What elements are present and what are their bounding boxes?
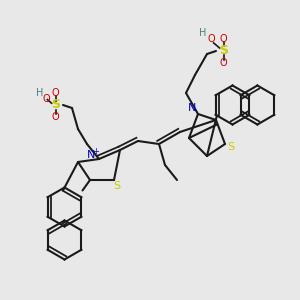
- Text: S: S: [219, 44, 228, 58]
- Text: N: N: [87, 149, 96, 160]
- Text: H: H: [36, 88, 43, 98]
- Text: S: S: [51, 98, 60, 112]
- Text: S: S: [227, 142, 235, 152]
- Text: O: O: [52, 112, 59, 122]
- Text: N: N: [188, 103, 196, 113]
- Text: O: O: [52, 88, 59, 98]
- Text: O: O: [43, 94, 50, 104]
- Text: O: O: [208, 34, 215, 44]
- Text: H: H: [199, 28, 206, 38]
- Text: S: S: [113, 181, 121, 191]
- Text: O: O: [220, 58, 227, 68]
- Text: +: +: [93, 147, 99, 156]
- Text: O: O: [220, 34, 227, 44]
